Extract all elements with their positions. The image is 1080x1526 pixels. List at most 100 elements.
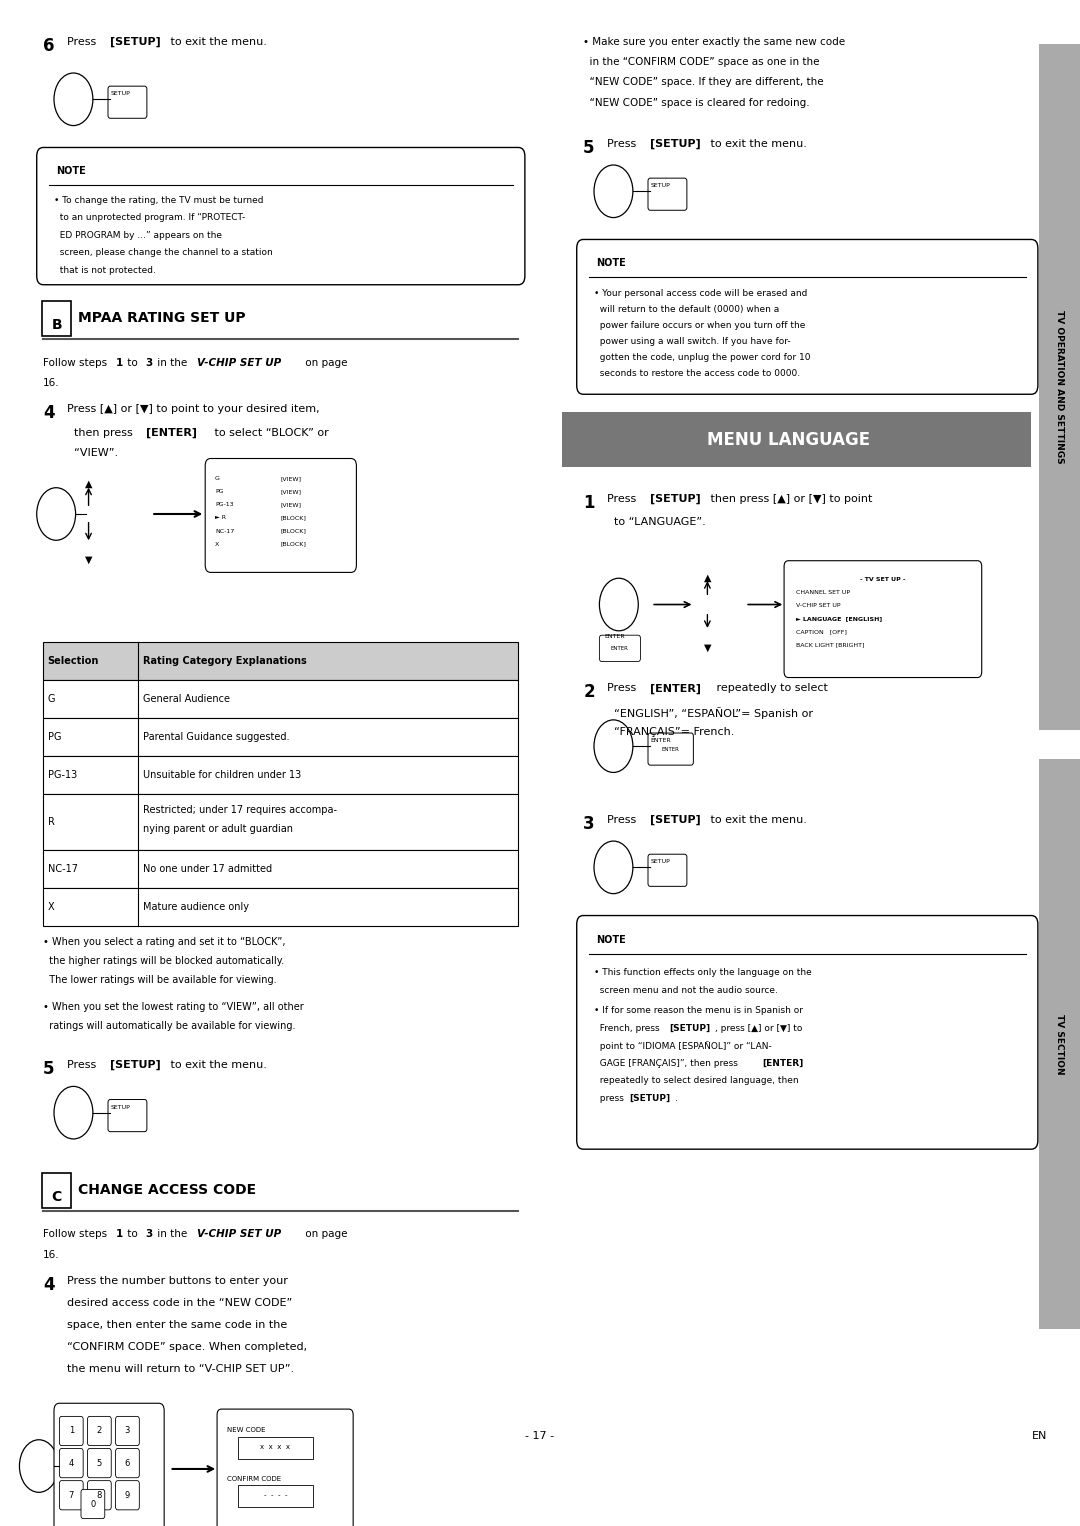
Text: 8: 8 [97, 1491, 102, 1500]
Text: [VIEW]: [VIEW] [281, 502, 301, 507]
Text: No one under 17 admitted: No one under 17 admitted [143, 864, 272, 874]
Text: Parental Guidance suggested.: Parental Guidance suggested. [143, 732, 289, 743]
Text: space, then enter the same code in the: space, then enter the same code in the [67, 1320, 287, 1331]
Bar [43, 681, 518, 719]
Bar [1039, 44, 1080, 729]
Text: ENTER: ENTER [605, 633, 625, 639]
Text: to exit the menu.: to exit the menu. [707, 815, 807, 824]
FancyBboxPatch shape [577, 916, 1038, 1149]
Text: MENU LANGUAGE: MENU LANGUAGE [706, 430, 870, 449]
Text: 7: 7 [69, 1491, 73, 1500]
Text: point to “IDIOMA [ESPAÑOL]” or “LAN-: point to “IDIOMA [ESPAÑOL]” or “LAN- [594, 1041, 772, 1051]
Text: to exit the menu.: to exit the menu. [707, 139, 807, 148]
Text: [BLOCK]: [BLOCK] [281, 542, 307, 546]
Text: that is not protected.: that is not protected. [54, 266, 156, 275]
Text: 16.: 16. [43, 378, 59, 388]
Text: 3: 3 [583, 815, 595, 833]
Text: “VIEW”.: “VIEW”. [67, 449, 118, 458]
Text: BACK LIGHT [BRIGHT]: BACK LIGHT [BRIGHT] [796, 642, 864, 647]
Text: “NEW CODE” space is cleared for redoing.: “NEW CODE” space is cleared for redoing. [583, 98, 810, 108]
Bar [43, 888, 518, 926]
FancyBboxPatch shape [648, 732, 693, 765]
Text: power failure occurs or when you turn off the: power failure occurs or when you turn of… [594, 322, 806, 330]
Text: to an unprotected program. If “PROTECT-: to an unprotected program. If “PROTECT- [54, 214, 245, 223]
Text: NOTE: NOTE [596, 258, 626, 269]
FancyBboxPatch shape [87, 1480, 111, 1509]
Text: [ENTER]: [ENTER] [146, 427, 197, 438]
FancyBboxPatch shape [217, 1408, 353, 1526]
Text: PG-13: PG-13 [48, 771, 77, 780]
Text: Press: Press [607, 139, 639, 148]
Text: [ENTER]: [ENTER] [762, 1059, 804, 1068]
Text: - 17 -: - 17 - [526, 1431, 554, 1441]
FancyBboxPatch shape [648, 855, 687, 887]
Text: ENTER: ENTER [662, 746, 679, 752]
Text: “CONFIRM CODE” space. When completed,: “CONFIRM CODE” space. When completed, [67, 1341, 307, 1352]
Text: [SETUP]: [SETUP] [110, 37, 161, 47]
Text: repeatedly to select: repeatedly to select [713, 684, 827, 693]
FancyBboxPatch shape [784, 560, 982, 678]
Text: ENTER: ENTER [611, 645, 629, 650]
Text: 1: 1 [583, 493, 595, 511]
Text: CHANNEL SET UP: CHANNEL SET UP [796, 591, 850, 595]
Text: the menu will return to “V-CHIP SET UP”.: the menu will return to “V-CHIP SET UP”. [67, 1364, 294, 1373]
Text: NOTE: NOTE [56, 166, 86, 177]
Bar [238, 1437, 313, 1459]
Text: [ENTER]: [ENTER] [650, 684, 701, 694]
Text: , press [▲] or [▼] to: , press [▲] or [▼] to [715, 1024, 802, 1033]
Text: Press: Press [607, 815, 639, 824]
Text: CHANGE ACCESS CODE: CHANGE ACCESS CODE [78, 1183, 256, 1196]
Text: Press: Press [67, 37, 99, 46]
Text: to select “BLOCK” or: to select “BLOCK” or [211, 427, 328, 438]
Text: 0: 0 [91, 1500, 95, 1509]
Text: 6: 6 [43, 37, 55, 55]
Text: will return to the default (0000) when a: will return to the default (0000) when a [594, 305, 780, 314]
Text: ▲: ▲ [85, 479, 92, 488]
Text: 5: 5 [583, 139, 595, 157]
Text: NC-17: NC-17 [48, 864, 78, 874]
Text: then press: then press [67, 427, 136, 438]
Text: [BLOCK]: [BLOCK] [281, 528, 307, 534]
Text: [BLOCK]: [BLOCK] [281, 516, 307, 520]
Text: [SETUP]: [SETUP] [630, 1094, 671, 1103]
Text: SETUP: SETUP [650, 183, 670, 188]
Text: [SETUP]: [SETUP] [650, 493, 701, 504]
Text: to “LANGUAGE”.: to “LANGUAGE”. [607, 517, 705, 526]
FancyBboxPatch shape [59, 1448, 83, 1477]
Text: NOTE: NOTE [596, 934, 626, 945]
Text: desired access code in the “NEW CODE”: desired access code in the “NEW CODE” [67, 1299, 293, 1308]
Text: “NEW CODE” space. If they are different, the: “NEW CODE” space. If they are different,… [583, 78, 824, 87]
FancyBboxPatch shape [87, 1416, 111, 1445]
Text: EN: EN [1032, 1431, 1048, 1441]
Text: V-CHIP SET UP: V-CHIP SET UP [197, 1230, 281, 1239]
Text: to exit the menu.: to exit the menu. [167, 37, 267, 46]
Text: in the: in the [154, 1230, 191, 1239]
Text: TV OPERATION AND SETTINGS: TV OPERATION AND SETTINGS [1055, 310, 1064, 464]
Text: CONFIRM CODE: CONFIRM CODE [227, 1476, 281, 1482]
Text: Press: Press [67, 1061, 99, 1070]
Text: Rating Category Explanations: Rating Category Explanations [143, 656, 307, 667]
Text: 1: 1 [116, 1230, 123, 1239]
Text: X: X [215, 542, 219, 546]
Text: Restricted; under 17 requires accompa-: Restricted; under 17 requires accompa- [143, 804, 337, 815]
Text: nying parent or adult guardian: nying parent or adult guardian [143, 824, 293, 833]
FancyBboxPatch shape [59, 1480, 83, 1509]
Bar [43, 757, 518, 795]
Bar [43, 719, 518, 757]
Text: 5: 5 [97, 1459, 102, 1468]
Text: to: to [124, 1230, 141, 1239]
Text: • When you select a rating and set it to “BLOCK”,: • When you select a rating and set it to… [43, 937, 286, 948]
Text: Follow steps: Follow steps [43, 357, 110, 368]
Text: SETUP: SETUP [650, 859, 670, 864]
Bar [1039, 760, 1080, 1329]
FancyBboxPatch shape [108, 1100, 147, 1132]
Text: seconds to restore the access code to 0000.: seconds to restore the access code to 00… [594, 369, 800, 378]
Text: 3: 3 [125, 1427, 130, 1436]
FancyBboxPatch shape [59, 1416, 83, 1445]
Text: R: R [48, 816, 54, 827]
Text: gotten the code, unplug the power cord for 10: gotten the code, unplug the power cord f… [594, 354, 810, 362]
Text: TV SECTION: TV SECTION [1055, 1013, 1064, 1074]
FancyBboxPatch shape [648, 179, 687, 211]
Text: 2: 2 [583, 684, 595, 702]
Text: [SETUP]: [SETUP] [670, 1024, 711, 1033]
